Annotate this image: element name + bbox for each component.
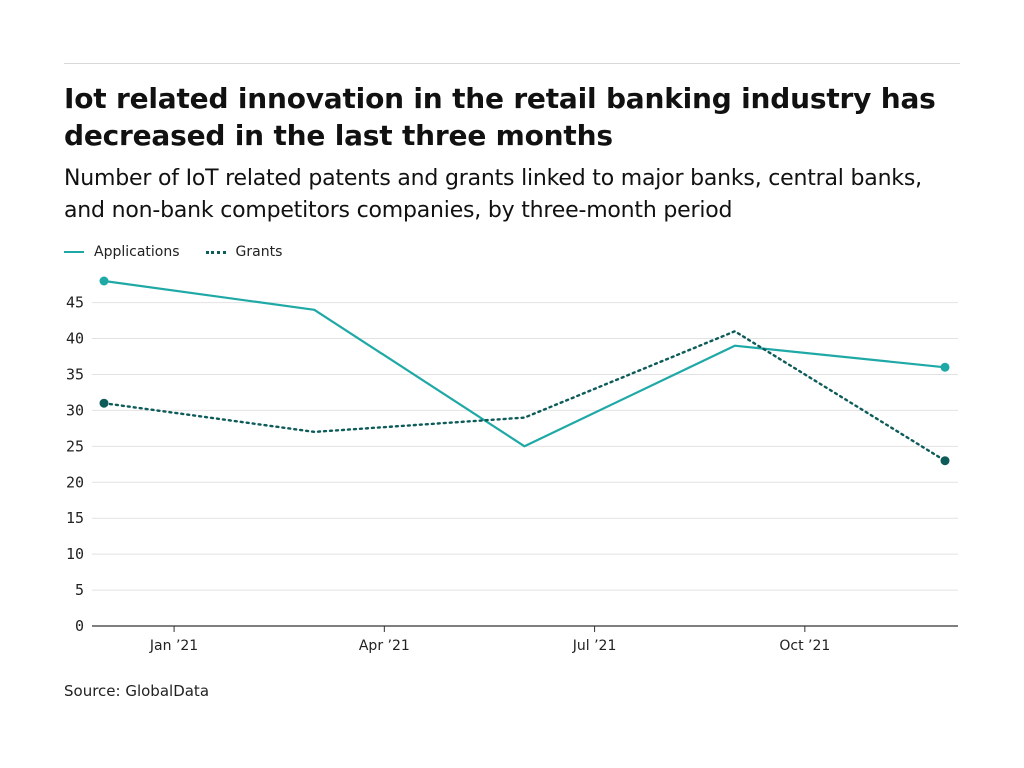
chart-subtitle: Number of IoT related patents and grants… (64, 166, 922, 223)
point-applications-2020-12 (99, 276, 109, 286)
legend: Applications Grants (64, 242, 308, 262)
point-grants-2021-12 (940, 456, 950, 466)
legend-label-applications: Applications (94, 244, 180, 260)
grid-lines (92, 302, 958, 591)
y-tick-label-15: 15 (66, 509, 84, 527)
legend-swatch-applications (64, 251, 84, 253)
y-tick-label-25: 25 (66, 437, 84, 455)
legend-label-grants: Grants (235, 244, 283, 260)
y-tick-label-35: 35 (66, 365, 84, 383)
y-tick-label-5: 5 (75, 581, 84, 599)
point-applications-2021-12 (940, 362, 950, 372)
series-lines (102, 279, 947, 462)
y-tick-label-20: 20 (66, 473, 84, 491)
y-tick-label-0: 0 (75, 617, 84, 635)
x-axis-ticks: Jan ’21 Apr ’21 Jul ’21 Oct ’21 (149, 626, 830, 654)
legend-item-applications: Applications (64, 244, 180, 260)
source-note: Source: GlobalData (64, 682, 210, 700)
y-tick-label-45: 45 (66, 294, 84, 312)
legend-item-grants: Grants (205, 244, 283, 260)
series-line-applications (103, 279, 946, 448)
y-axis-tick-labels: 0 5 10 15 20 25 30 35 40 45 (66, 294, 84, 635)
chart-title: Iot related innovation in the retail ban… (64, 82, 936, 152)
series-line-grants (102, 330, 947, 462)
x-tick-label-2: Jul ’21 (572, 638, 617, 654)
point-grants-2020-12 (99, 398, 109, 408)
legend-swatch-grants (205, 250, 226, 254)
x-tick-label-1: Apr ’21 (359, 638, 410, 654)
x-tick-label-3: Oct ’21 (779, 638, 830, 654)
top-rule (64, 63, 960, 64)
end-markers (99, 276, 950, 466)
x-tick-label-0: Jan ’21 (149, 638, 198, 654)
y-tick-label-10: 10 (66, 545, 84, 563)
y-tick-label-30: 30 (66, 401, 84, 419)
y-tick-label-40: 40 (66, 330, 84, 348)
